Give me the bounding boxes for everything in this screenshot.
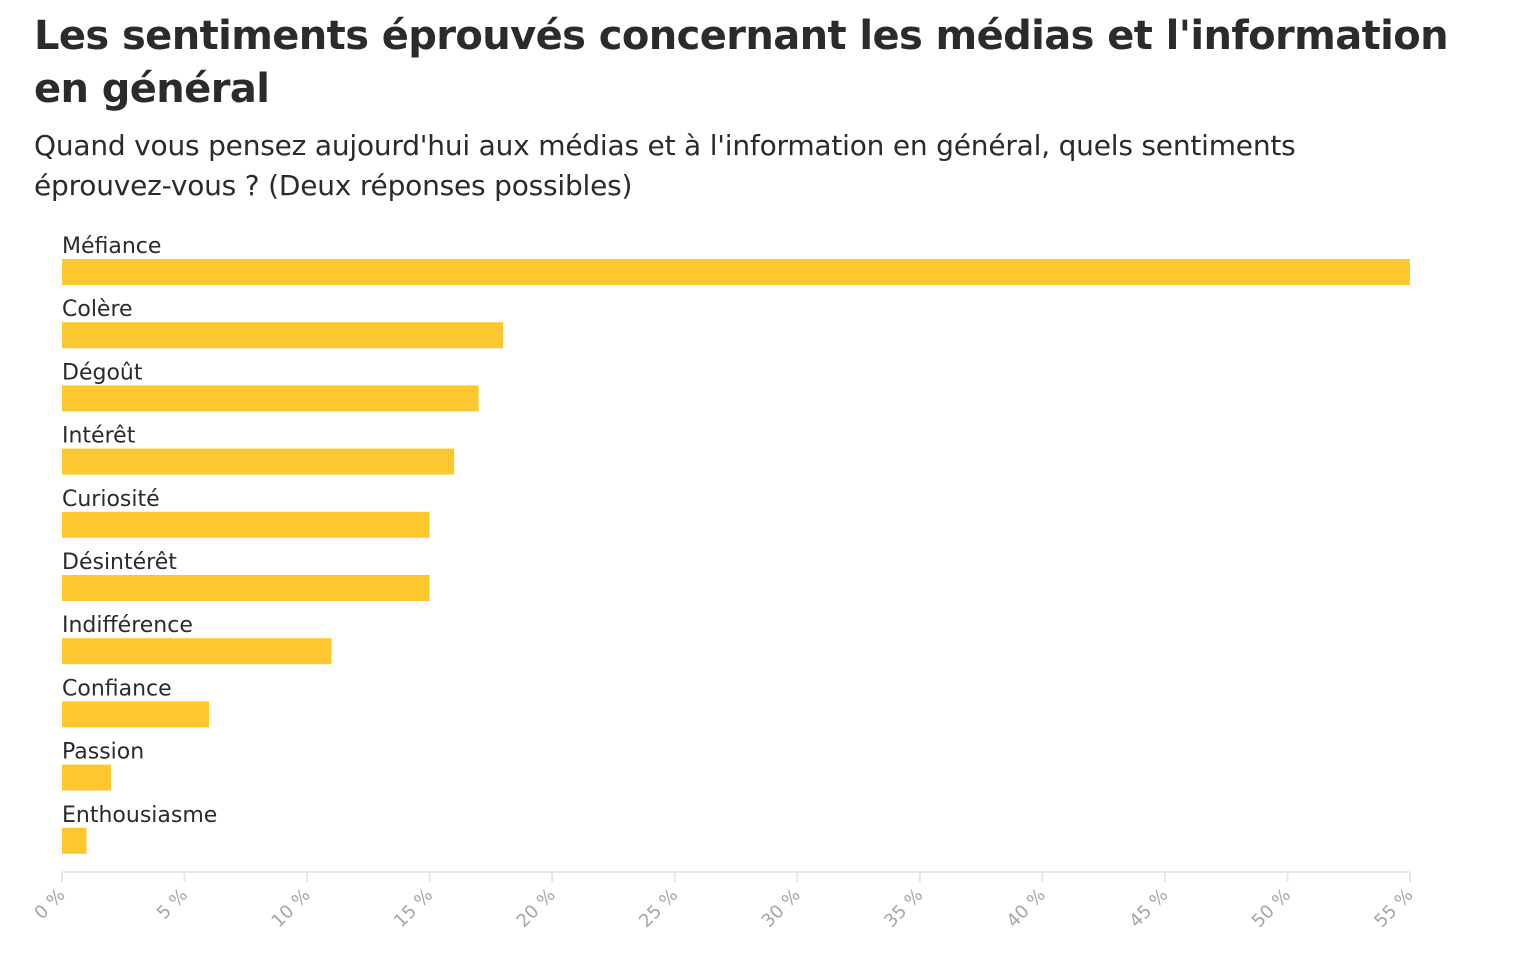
x-tick-label: 15 % bbox=[390, 885, 437, 932]
category-label-enthousiasme: Enthousiasme bbox=[62, 803, 217, 828]
bar-degout[interactable] bbox=[62, 385, 479, 412]
category-label-degout: Dégoût bbox=[62, 360, 143, 385]
bar-mefiance[interactable] bbox=[62, 259, 1410, 285]
x-tick-label: 5 % bbox=[153, 885, 192, 924]
chart-subtitle: Quand vous pensez aujourd'hui aux médias… bbox=[34, 129, 1296, 202]
category-label-curiosite: Curiosité bbox=[62, 487, 160, 512]
x-tick-label: 20 % bbox=[513, 885, 560, 932]
x-axis: 0 % 5 % 10 % 15 % 20 % 25 % 30 % 35 % 40 % 45 % 50… bbox=[30, 871, 1418, 932]
category-label-colere: Colère bbox=[62, 297, 133, 322]
category-label-indifference: Indifférence bbox=[62, 613, 193, 638]
bar-passion[interactable] bbox=[62, 764, 112, 791]
x-tick-label: 25 % bbox=[635, 885, 682, 932]
category-label-passion: Passion bbox=[62, 740, 144, 765]
category-label-confiance: Confiance bbox=[62, 676, 172, 701]
bar-curiosite[interactable] bbox=[62, 511, 430, 538]
category-label-mefiance: Méfiance bbox=[62, 234, 161, 259]
x-tick-label: 50 % bbox=[1248, 885, 1295, 932]
chart-title: Les sentiments éprouvés concernant les m… bbox=[34, 13, 1449, 112]
category-label-interet: Intérêt bbox=[62, 424, 136, 449]
x-tick-label: 0 % bbox=[30, 885, 69, 924]
x-tick-label: 10 % bbox=[267, 885, 314, 932]
bar-colere[interactable] bbox=[62, 322, 504, 349]
x-tick-label: 40 % bbox=[1003, 885, 1050, 932]
x-tick-label: 35 % bbox=[880, 885, 927, 932]
x-tick-label: 45 % bbox=[1125, 885, 1172, 932]
bars-layer: Méfiance Colère Dégoût Intérêt Curiosité Dési… bbox=[62, 234, 1410, 854]
x-tick-label: 30 % bbox=[758, 885, 805, 932]
bar-desinteret[interactable] bbox=[62, 575, 430, 601]
bar-interet[interactable] bbox=[62, 448, 455, 475]
x-tick-label: 55 % bbox=[1370, 885, 1417, 932]
bar-indifference[interactable] bbox=[62, 638, 332, 665]
bar-enthousiasme[interactable] bbox=[62, 827, 87, 854]
bar-confiance[interactable] bbox=[62, 701, 210, 728]
category-label-desinteret: Désintérêt bbox=[62, 550, 177, 575]
